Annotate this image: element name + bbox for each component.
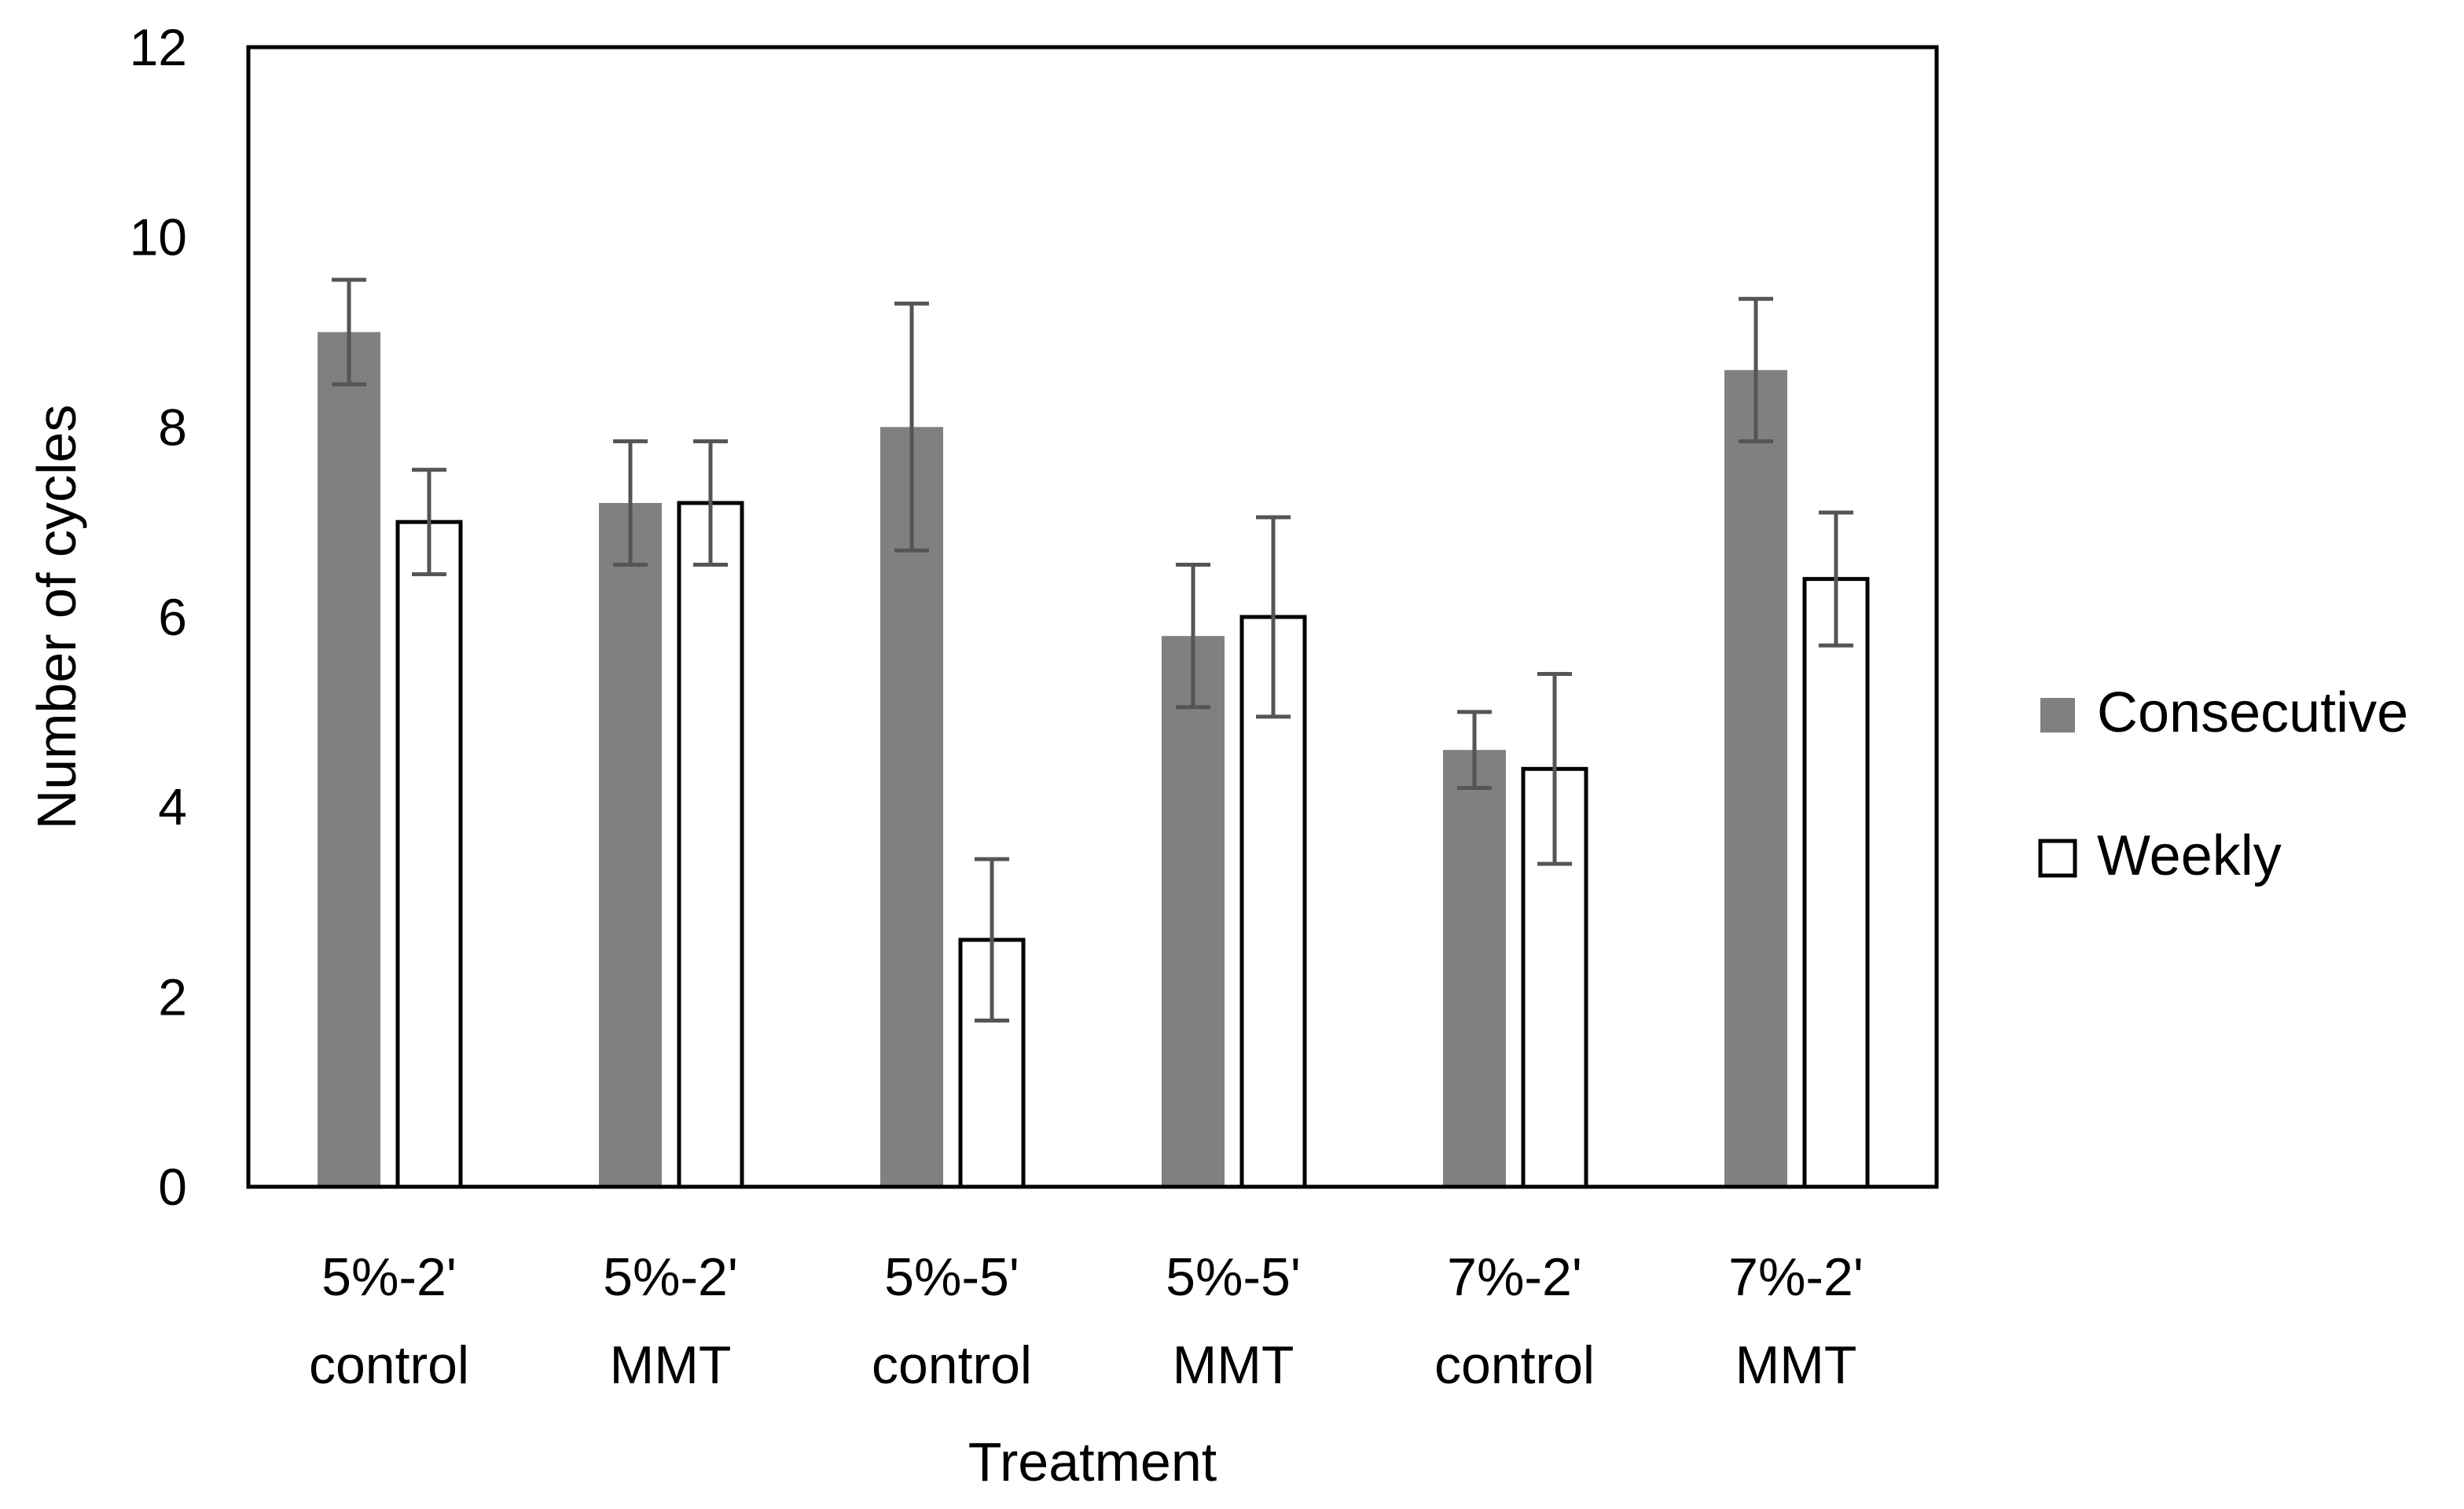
x-category-label-2-line-2: MMT — [610, 1335, 732, 1395]
error-bar-weekly-1 — [412, 468, 446, 577]
error-bar-weekly-5 — [1537, 672, 1572, 866]
error-bar-weekly-2 — [693, 439, 728, 567]
bar-weekly-2 — [677, 501, 744, 1189]
x-category-label-1-line-1: 5%-2' — [321, 1247, 457, 1307]
y-tick-label-12: 12 — [130, 18, 187, 76]
error-bars — [332, 277, 1853, 1023]
y-axis-ticks: 0 2 4 6 8 10 12 — [130, 18, 187, 1216]
error-bar-consecutive-3 — [894, 301, 929, 553]
x-category-label-3-line-2: control — [872, 1335, 1032, 1395]
legend-label-consecutive: Consecutive — [2097, 681, 2408, 744]
legend-swatch-weekly — [2038, 839, 2077, 878]
x-category-label-5-line-2: control — [1434, 1335, 1595, 1395]
bar-consecutive-4 — [1162, 636, 1225, 1187]
y-axis-title: Number of cycles — [26, 405, 87, 830]
bar-consecutive-5 — [1443, 750, 1506, 1187]
y-tick-label-10: 10 — [130, 208, 187, 266]
plot-area-frame — [246, 45, 1939, 1189]
bar-weekly-1 — [395, 520, 463, 1189]
x-category-label-3-line-1: 5%-5' — [884, 1247, 1019, 1307]
x-category-label-5-line-1: 7%-2' — [1447, 1247, 1582, 1307]
x-category-label-4-line-1: 5%-5' — [1166, 1247, 1301, 1307]
x-category-label-1-line-2: control — [309, 1335, 469, 1395]
x-category-label-2-line-1: 5%-2' — [603, 1247, 738, 1307]
y-tick-label-2: 2 — [158, 967, 187, 1026]
error-bar-consecutive-6 — [1739, 296, 1773, 443]
error-bar-weekly-3 — [975, 857, 1009, 1023]
error-bar-weekly-4 — [1256, 515, 1291, 719]
x-axis-title: Treatment — [968, 1431, 1217, 1492]
error-bar-consecutive-1 — [332, 277, 366, 387]
x-category-label-4-line-2: MMT — [1173, 1335, 1294, 1395]
legend: Consecutive Weekly — [2038, 681, 2408, 887]
legend-swatch-consecutive — [2040, 698, 2075, 732]
bar-consecutive-3 — [880, 427, 943, 1187]
error-bar-consecutive-2 — [613, 439, 648, 567]
series-weekly-bars — [395, 501, 1870, 1189]
bar-consecutive-2 — [599, 503, 662, 1187]
x-axis-category-labels: 5%-2' control 5%-2' MMT 5%-5' control 5%-5' MMT… — [309, 1247, 1864, 1395]
error-bar-consecutive-4 — [1176, 563, 1210, 710]
y-tick-label-4: 4 — [158, 778, 187, 836]
series-consecutive-bars — [318, 332, 1787, 1187]
x-category-label-6-line-2: MMT — [1735, 1335, 1857, 1395]
x-category-label-6-line-1: 7%-2' — [1728, 1247, 1864, 1307]
error-bar-consecutive-5 — [1457, 710, 1492, 790]
y-tick-label-0: 0 — [158, 1158, 187, 1216]
legend-label-weekly: Weekly — [2097, 824, 2282, 887]
bar-consecutive-6 — [1724, 369, 1787, 1187]
y-tick-label-6: 6 — [158, 588, 187, 646]
bar-consecutive-1 — [318, 332, 380, 1187]
bar-weekly-6 — [1802, 577, 1870, 1189]
error-bar-weekly-6 — [1819, 510, 1853, 648]
y-tick-label-8: 8 — [158, 398, 187, 456]
